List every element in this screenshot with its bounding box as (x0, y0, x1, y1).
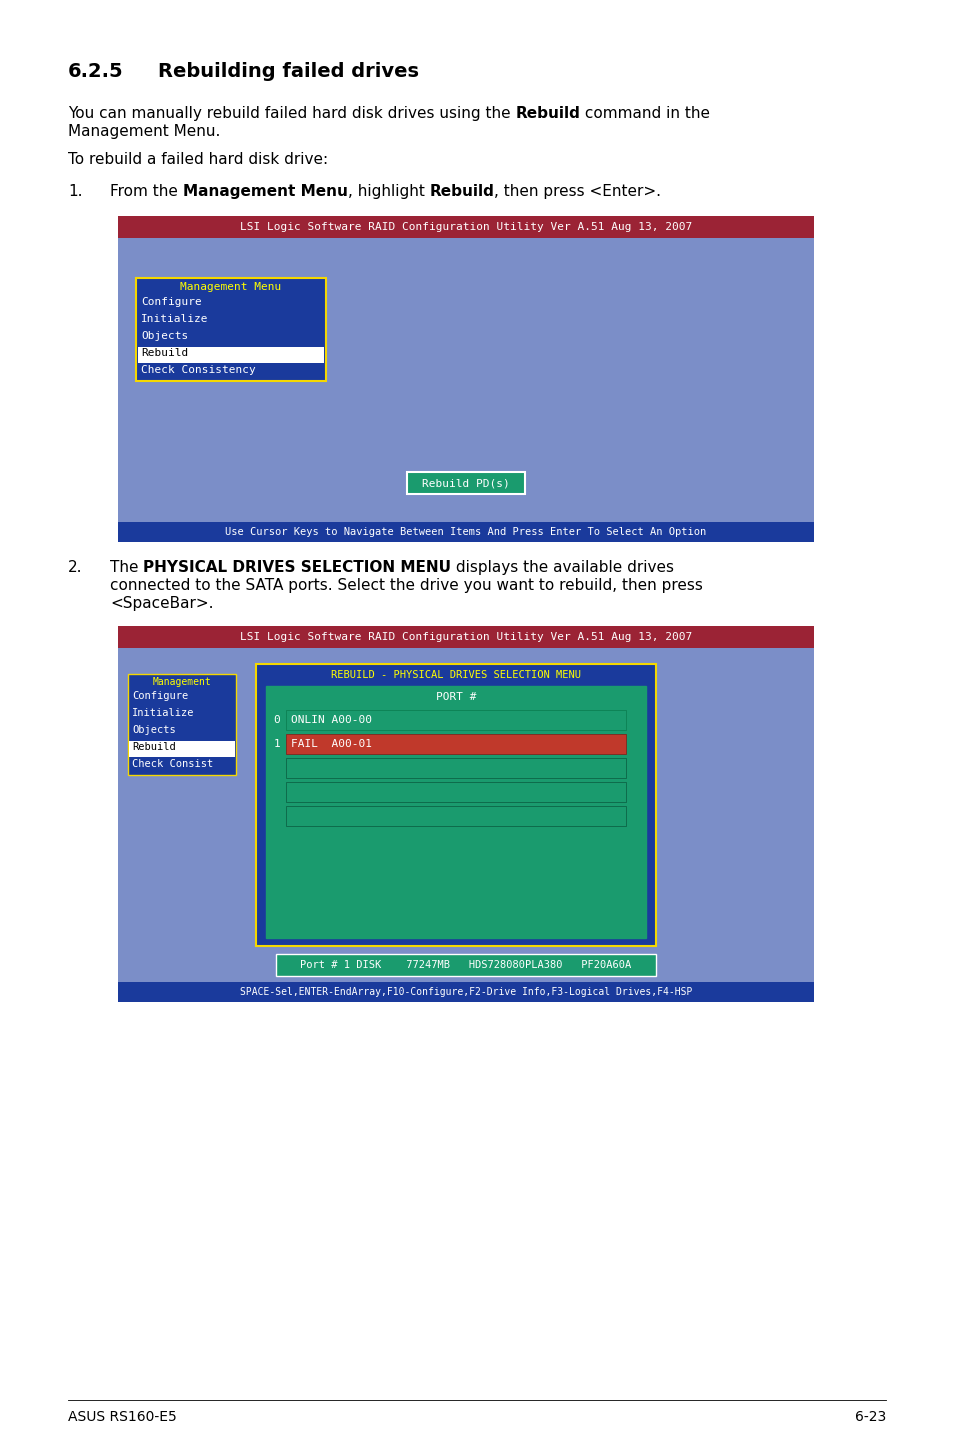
Text: Management: Management (152, 677, 212, 687)
Text: Rebuild: Rebuild (132, 742, 175, 752)
Text: Management Menu: Management Menu (183, 184, 347, 198)
Bar (118, 982, 813, 1002)
Text: Initialize: Initialize (141, 313, 209, 324)
Bar (266, 686, 645, 938)
Bar (407, 472, 524, 495)
Bar (118, 649, 813, 1002)
Text: FAIL  A00-01: FAIL A00-01 (291, 739, 372, 749)
Text: 6-23: 6-23 (854, 1411, 885, 1424)
Bar (118, 626, 813, 649)
Text: Initialize: Initialize (132, 707, 194, 718)
Bar (275, 953, 656, 976)
Text: <SpaceBar>.: <SpaceBar>. (110, 595, 213, 611)
Text: , then press <Enter>.: , then press <Enter>. (494, 184, 660, 198)
Bar (286, 782, 625, 802)
Text: , highlight: , highlight (347, 184, 429, 198)
Text: LSI Logic Software RAID Configuration Utility Ver A.51 Aug 13, 2007: LSI Logic Software RAID Configuration Ut… (239, 631, 691, 641)
Bar (118, 522, 813, 542)
Text: Management Menu: Management Menu (180, 282, 281, 292)
Text: Rebuild: Rebuild (515, 106, 579, 121)
Text: SPACE-Sel,ENTER-EndArray,F10-Configure,F2-Drive Info,F3-Logical Drives,F4-HSP: SPACE-Sel,ENTER-EndArray,F10-Configure,F… (239, 986, 692, 997)
Bar (286, 807, 625, 825)
Text: Use Cursor Keys to Navigate Between Items And Press Enter To Select An Option: Use Cursor Keys to Navigate Between Item… (225, 526, 706, 536)
Bar (118, 216, 813, 239)
Text: Rebuild: Rebuild (429, 184, 494, 198)
Bar (136, 278, 326, 381)
Text: Check Consistency: Check Consistency (141, 365, 255, 375)
Text: The: The (110, 559, 143, 575)
Text: 1: 1 (274, 739, 280, 749)
Bar (286, 758, 625, 778)
Text: Check Consist: Check Consist (132, 759, 213, 769)
Text: From the: From the (110, 184, 183, 198)
Bar (128, 674, 235, 775)
Text: Management Menu.: Management Menu. (68, 124, 220, 139)
Text: displays the available drives: displays the available drives (451, 559, 674, 575)
Text: Configure: Configure (132, 692, 188, 700)
Text: ONLIN A00-00: ONLIN A00-00 (291, 715, 372, 725)
Text: Objects: Objects (141, 331, 188, 341)
Text: PORT #: PORT # (436, 692, 476, 702)
Text: 0: 0 (274, 715, 280, 725)
Text: To rebuild a failed hard disk drive:: To rebuild a failed hard disk drive: (68, 152, 328, 167)
Bar (129, 741, 234, 756)
Text: Port # 1 DISK    77247MB   HDS728080PLA380   PF20A60A: Port # 1 DISK 77247MB HDS728080PLA380 PF… (300, 961, 631, 971)
Text: PHYSICAL DRIVES SELECTION MENU: PHYSICAL DRIVES SELECTION MENU (143, 559, 451, 575)
Text: You can manually rebuild failed hard disk drives using the: You can manually rebuild failed hard dis… (68, 106, 515, 121)
Text: Objects: Objects (132, 725, 175, 735)
Bar (286, 710, 625, 731)
Text: Rebuild: Rebuild (141, 348, 188, 358)
Text: 6.2.5: 6.2.5 (68, 62, 124, 81)
Text: LSI Logic Software RAID Configuration Utility Ver A.51 Aug 13, 2007: LSI Logic Software RAID Configuration Ut… (239, 221, 691, 232)
Text: 1.: 1. (68, 184, 82, 198)
Text: Rebuild PD(s): Rebuild PD(s) (421, 477, 509, 487)
Bar (118, 239, 813, 542)
Text: Rebuilding failed drives: Rebuilding failed drives (158, 62, 418, 81)
Bar (138, 347, 324, 362)
Text: REBUILD - PHYSICAL DRIVES SELECTION MENU: REBUILD - PHYSICAL DRIVES SELECTION MENU (331, 670, 580, 680)
Bar (255, 664, 656, 946)
Text: ASUS RS160-E5: ASUS RS160-E5 (68, 1411, 176, 1424)
Text: command in the: command in the (579, 106, 710, 121)
Text: Configure: Configure (141, 298, 201, 306)
Bar (286, 733, 625, 754)
Text: connected to the SATA ports. Select the drive you want to rebuild, then press: connected to the SATA ports. Select the … (110, 578, 702, 592)
Text: 2.: 2. (68, 559, 82, 575)
